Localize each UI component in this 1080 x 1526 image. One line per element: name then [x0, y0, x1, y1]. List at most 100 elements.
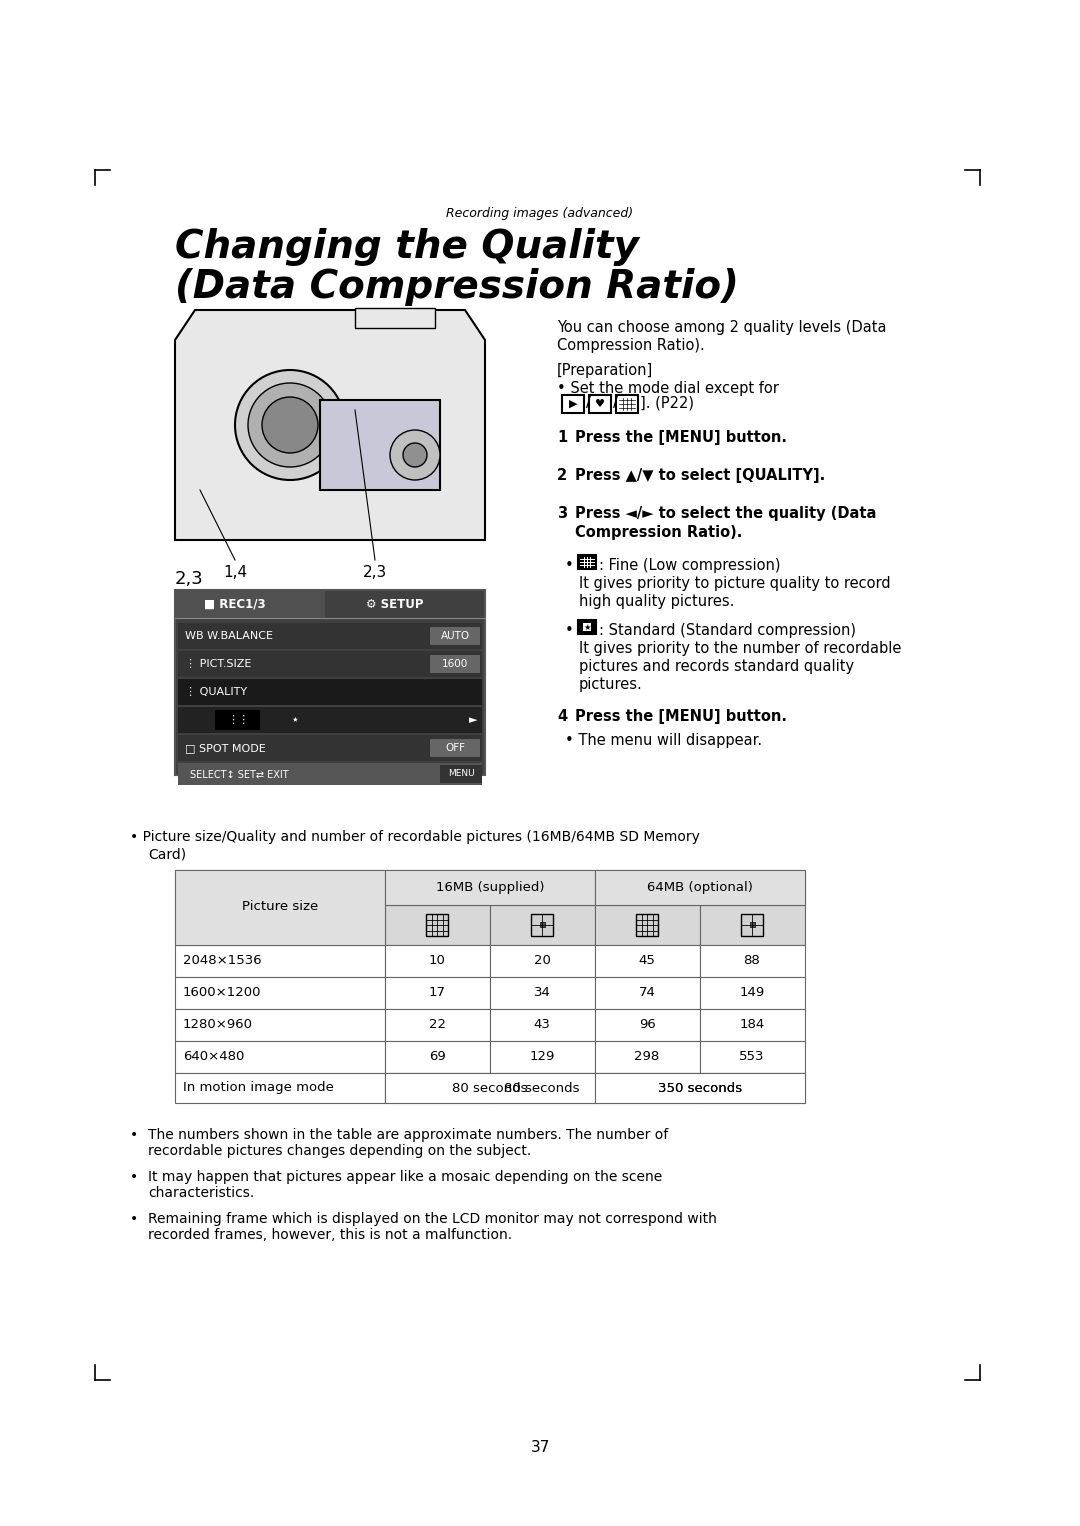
Text: 34: 34 [534, 986, 551, 1000]
Bar [178, 736, 482, 761]
Text: 149: 149 [740, 986, 765, 1000]
Bar [595, 905, 700, 945]
Bar [750, 922, 755, 926]
Text: Compression Ratio).: Compression Ratio). [575, 525, 742, 540]
Polygon shape [175, 310, 485, 540]
Text: Recording images (advanced): Recording images (advanced) [446, 208, 634, 220]
Bar [426, 914, 448, 935]
Text: 553: 553 [739, 1050, 765, 1064]
Text: AUTO: AUTO [441, 630, 470, 641]
Bar [490, 1073, 595, 1103]
Text: ▶: ▶ [569, 398, 577, 409]
Text: It gives priority to picture quality to record: It gives priority to picture quality to … [579, 575, 891, 591]
Text: 2048×1536: 2048×1536 [183, 954, 261, 967]
Text: pictures and records standard quality: pictures and records standard quality [579, 659, 854, 674]
Bar [700, 1073, 805, 1103]
Bar [540, 922, 545, 926]
Bar [384, 1041, 490, 1073]
Text: Press the [MENU] button.: Press the [MENU] button. [575, 710, 787, 723]
Text: ⚙ SETUP: ⚙ SETUP [366, 598, 423, 610]
Bar [562, 395, 584, 414]
Text: SELECT↕ SET⇄ EXIT: SELECT↕ SET⇄ EXIT [190, 769, 288, 778]
Text: It may happen that pictures appear like a mosaic depending on the scene: It may happen that pictures appear like … [148, 1170, 662, 1184]
Text: □ SPOT MODE: □ SPOT MODE [185, 743, 266, 752]
Text: Press ◄/► to select the quality (Data: Press ◄/► to select the quality (Data [575, 507, 876, 520]
Text: [Preparation]: [Preparation] [557, 363, 653, 378]
Bar [595, 945, 700, 977]
Text: •: • [130, 1170, 138, 1184]
Bar [578, 555, 596, 569]
Text: •: • [130, 1128, 138, 1141]
Text: recorded frames, however, this is not a malfunction.: recorded frames, however, this is not a … [148, 1228, 512, 1242]
Bar [178, 763, 482, 784]
Text: 350 seconds: 350 seconds [658, 1082, 742, 1094]
Bar [490, 870, 595, 905]
Bar [175, 591, 485, 775]
Text: ⋮⋮: ⋮⋮ [227, 716, 249, 725]
Text: characteristics.: characteristics. [148, 1186, 254, 1199]
Text: : Fine (Low compression): : Fine (Low compression) [599, 559, 781, 572]
Bar [175, 1041, 384, 1073]
Bar [178, 623, 482, 649]
Bar [384, 870, 490, 905]
Bar [430, 627, 480, 645]
Bar [355, 308, 435, 328]
Bar [595, 1073, 805, 1103]
Text: ⋆: ⋆ [291, 713, 299, 726]
Text: 1: 1 [557, 430, 567, 446]
Bar [178, 679, 482, 705]
Text: 16MB (supplied): 16MB (supplied) [435, 881, 544, 894]
Text: 2: 2 [557, 468, 567, 484]
Text: high quality pictures.: high quality pictures. [579, 594, 734, 609]
Bar [384, 945, 490, 977]
Bar [490, 1009, 595, 1041]
Text: /: / [613, 395, 618, 410]
Bar [175, 1009, 384, 1041]
Text: 2,3: 2,3 [175, 571, 204, 588]
Circle shape [403, 443, 427, 467]
Text: 69: 69 [429, 1050, 445, 1064]
Bar [384, 1009, 490, 1041]
Circle shape [390, 430, 440, 481]
Text: ■ REC1/3: ■ REC1/3 [204, 598, 266, 610]
Text: 20: 20 [534, 954, 551, 967]
Text: 80 seconds: 80 seconds [504, 1082, 580, 1094]
Bar [589, 395, 611, 414]
Bar [175, 945, 384, 977]
Text: ]. (P22): ]. (P22) [640, 395, 694, 410]
Text: /: / [586, 395, 591, 410]
Text: Press ▲/▼ to select [QUALITY].: Press ▲/▼ to select [QUALITY]. [575, 468, 825, 484]
Bar [320, 400, 440, 490]
Bar [175, 1073, 384, 1103]
Text: •: • [565, 559, 573, 572]
Bar [636, 914, 658, 935]
Text: Card): Card) [148, 848, 186, 862]
Text: ►: ► [469, 716, 477, 725]
Bar [430, 739, 480, 757]
Text: 22: 22 [429, 1018, 446, 1032]
Text: 1280×960: 1280×960 [183, 1018, 253, 1032]
Text: 3: 3 [557, 507, 567, 520]
Text: 88: 88 [744, 954, 760, 967]
Bar [578, 620, 596, 633]
Text: Changing the Quality: Changing the Quality [175, 227, 639, 266]
Bar [616, 395, 638, 414]
Bar [700, 945, 805, 977]
Bar [700, 977, 805, 1009]
Text: You can choose among 2 quality levels (Data: You can choose among 2 quality levels (D… [557, 320, 887, 336]
Bar [595, 1041, 700, 1073]
Text: 17: 17 [429, 986, 446, 1000]
Text: 37: 37 [530, 1441, 550, 1454]
Text: 45: 45 [638, 954, 656, 967]
Text: 80 seconds: 80 seconds [453, 1082, 528, 1094]
Bar [384, 1073, 595, 1103]
Text: • Set the mode dial except for: • Set the mode dial except for [557, 382, 779, 397]
Bar [215, 710, 260, 729]
Text: • Picture size/Quality and number of recordable pictures (16MB/64MB SD Memory: • Picture size/Quality and number of rec… [130, 830, 700, 844]
Text: 298: 298 [634, 1050, 660, 1064]
Text: 4: 4 [557, 710, 567, 723]
Text: Picture size: Picture size [242, 900, 319, 914]
Bar [175, 591, 325, 618]
Bar [178, 652, 482, 678]
Text: Remaining frame which is displayed on the LCD monitor may not correspond with: Remaining frame which is displayed on th… [148, 1212, 717, 1225]
